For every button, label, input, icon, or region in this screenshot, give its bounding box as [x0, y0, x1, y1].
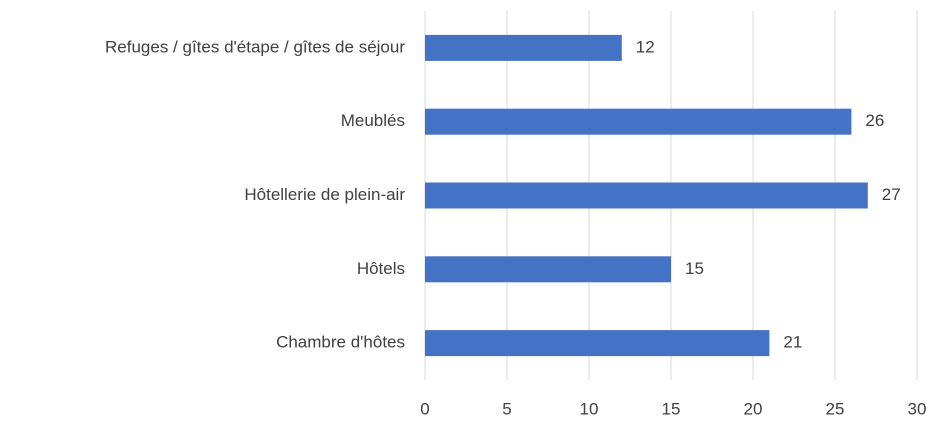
bar — [425, 256, 671, 283]
bar — [425, 330, 770, 357]
x-tick-label: 0 — [420, 399, 429, 418]
data-label: 21 — [783, 333, 802, 352]
x-tick-label: 20 — [744, 399, 763, 418]
x-tick-label: 5 — [502, 399, 511, 418]
y-tick-label: Hôtels — [357, 259, 405, 278]
x-tick-label: 10 — [580, 399, 599, 418]
data-label: 12 — [636, 37, 655, 56]
bar — [425, 34, 622, 61]
y-tick-label: Refuges / gîtes d'étape / gîtes de séjou… — [105, 37, 405, 56]
data-label: 15 — [685, 259, 704, 278]
y-tick-label: Meublés — [341, 111, 405, 130]
data-label: 26 — [865, 111, 884, 130]
bar — [425, 108, 852, 135]
x-tick-label: 15 — [662, 399, 681, 418]
data-label: 27 — [882, 185, 901, 204]
y-tick-label: Chambre d'hôtes — [276, 333, 405, 352]
x-tick-label: 30 — [908, 399, 927, 418]
bar — [425, 182, 868, 209]
x-tick-label: 25 — [826, 399, 845, 418]
y-tick-label: Hôtellerie de plein-air — [244, 185, 405, 204]
